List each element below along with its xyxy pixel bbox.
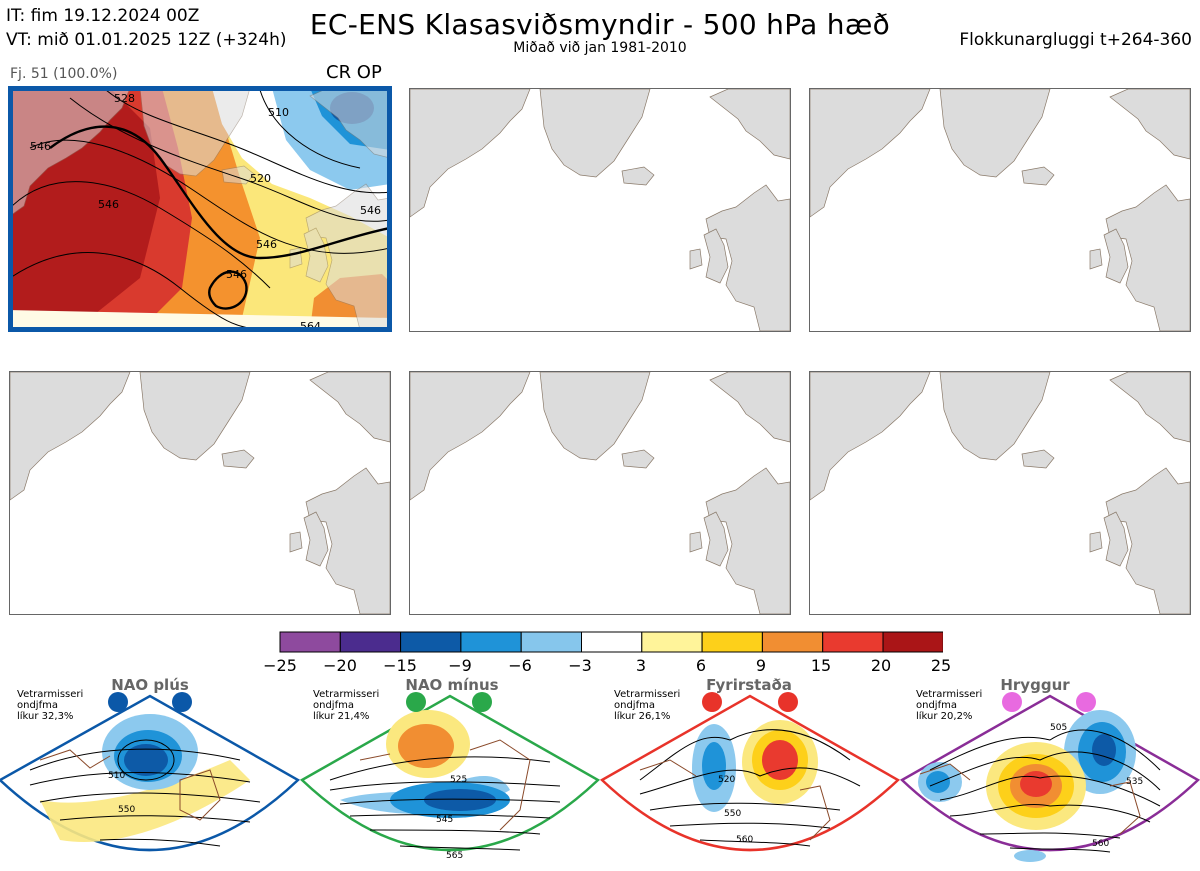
basemap [410, 89, 790, 331]
colorbar-tick: 6 [695, 656, 707, 675]
valid-time: VT: mið 01.01.2025 12Z (+324h) [6, 30, 287, 50]
colorbar-cell [822, 631, 884, 653]
basemap [410, 372, 790, 614]
contour-label: 546 [360, 204, 381, 217]
colorbar-cell [520, 631, 582, 653]
regime-note: Vetrarmisseri ondjfma líkur 26,1% [614, 689, 681, 722]
header-info: IT: fim 19.12.2024 00Z VT: mið 01.01.202… [6, 4, 287, 52]
regime-map-nao-plus: 510 550 [0, 694, 300, 852]
regime-title-ridge: Hryggur [1000, 676, 1070, 694]
contour-label: 520 [250, 172, 271, 185]
classification-window: Flokkunargluggi t+264-360 [959, 30, 1192, 50]
regime-marker [108, 692, 128, 712]
colorbar-tick: −20 [323, 656, 357, 675]
colorbar-cell [460, 631, 522, 653]
regime-title-nao-minus: NAO mínus [405, 676, 499, 694]
contour-label: 546 [98, 198, 119, 211]
cluster-panel-6[interactable] [809, 371, 1191, 615]
cluster-panel-5[interactable] [409, 371, 791, 615]
regime-map-blocking: 520 550 560 [600, 694, 900, 852]
colorbar-cell [882, 631, 943, 653]
cluster-panel-2[interactable] [409, 88, 791, 332]
colorbar-tick: −25 [263, 656, 297, 675]
contour-label: 510 [108, 771, 125, 781]
regime-note: Vetrarmisseri ondjfma líkur 21,4% [313, 689, 380, 722]
regime-note: Vetrarmisseri ondjfma líkur 20,2% [916, 689, 983, 722]
colorbar-cell [641, 631, 703, 653]
colorbar-tick: −3 [568, 656, 592, 675]
page-subtitle: Miðað við jan 1981-2010 [513, 40, 687, 56]
colorbar-tick: 3 [635, 656, 647, 675]
contour-label: 550 [118, 805, 135, 815]
regime-marker [172, 692, 192, 712]
regime-title-blocking: Fyrirstaða [706, 676, 792, 694]
contour-label: 510 [268, 106, 289, 119]
regime-title-nao-plus: NAO plús [111, 676, 189, 694]
contour-label: 546 [30, 140, 51, 153]
contour-label: 564 [300, 320, 321, 327]
cluster-panel-1[interactable]: 528 546 546 510 520 546 546 564 546 [8, 86, 392, 332]
colorbar-cell [581, 631, 643, 653]
regime-marker [778, 692, 798, 712]
colorbar-tick: 15 [810, 656, 832, 675]
cluster-panel-4[interactable] [9, 371, 391, 615]
colorbar-tick: 25 [930, 656, 952, 675]
page-title: EC-ENS Klasasviðsmyndir - 500 hPa hæð [309, 8, 891, 41]
contour-label: 520 [718, 775, 735, 785]
panel-tag: CR OP [326, 62, 382, 83]
regime-map-ridge: 505 535 560 [900, 694, 1200, 862]
colorbar-cell [279, 631, 341, 653]
colorbar-cell [400, 631, 462, 653]
cluster-panel-3[interactable] [809, 88, 1191, 332]
regime-marker [702, 692, 722, 712]
regime-marker [1076, 692, 1096, 712]
contour-label: 546 [256, 238, 277, 251]
contour-label: 528 [114, 92, 135, 105]
colorbar-tick: −9 [448, 656, 472, 675]
basemap [810, 372, 1190, 614]
regime-marker [406, 692, 426, 712]
regime-marker [1002, 692, 1022, 712]
contour-label: 535 [1126, 777, 1143, 787]
contour-label: 546 [226, 268, 247, 281]
colorbar-tick: 20 [870, 656, 892, 675]
basemap [810, 89, 1190, 331]
colorbar-cell [701, 631, 763, 653]
basemap [10, 372, 390, 614]
colorbar [279, 631, 943, 653]
regime-marker [472, 692, 492, 712]
colorbar-cell [339, 631, 402, 653]
contour-label: 560 [736, 835, 753, 845]
regime-map-nao-minus: 525 545 565 [300, 694, 600, 861]
regime-note: Vetrarmisseri ondjfma líkur 32,3% [17, 689, 84, 722]
anomaly-map: 528 546 546 510 520 546 546 564 546 [13, 91, 387, 327]
contour-label: 560 [1092, 839, 1109, 849]
init-time: IT: fim 19.12.2024 00Z [6, 6, 200, 26]
contour-label: 525 [450, 775, 467, 785]
colorbar-tick: −6 [508, 656, 532, 675]
contour-label: 505 [1050, 723, 1067, 733]
panel-caption: Fj. 51 (100.0%) [10, 66, 118, 82]
colorbar-tick: 9 [755, 656, 767, 675]
contour-label: 545 [436, 815, 453, 825]
contour-label: 565 [446, 851, 463, 861]
colorbar-cell [761, 631, 824, 653]
contour-label: 550 [724, 809, 741, 819]
colorbar-tick: −15 [383, 656, 417, 675]
